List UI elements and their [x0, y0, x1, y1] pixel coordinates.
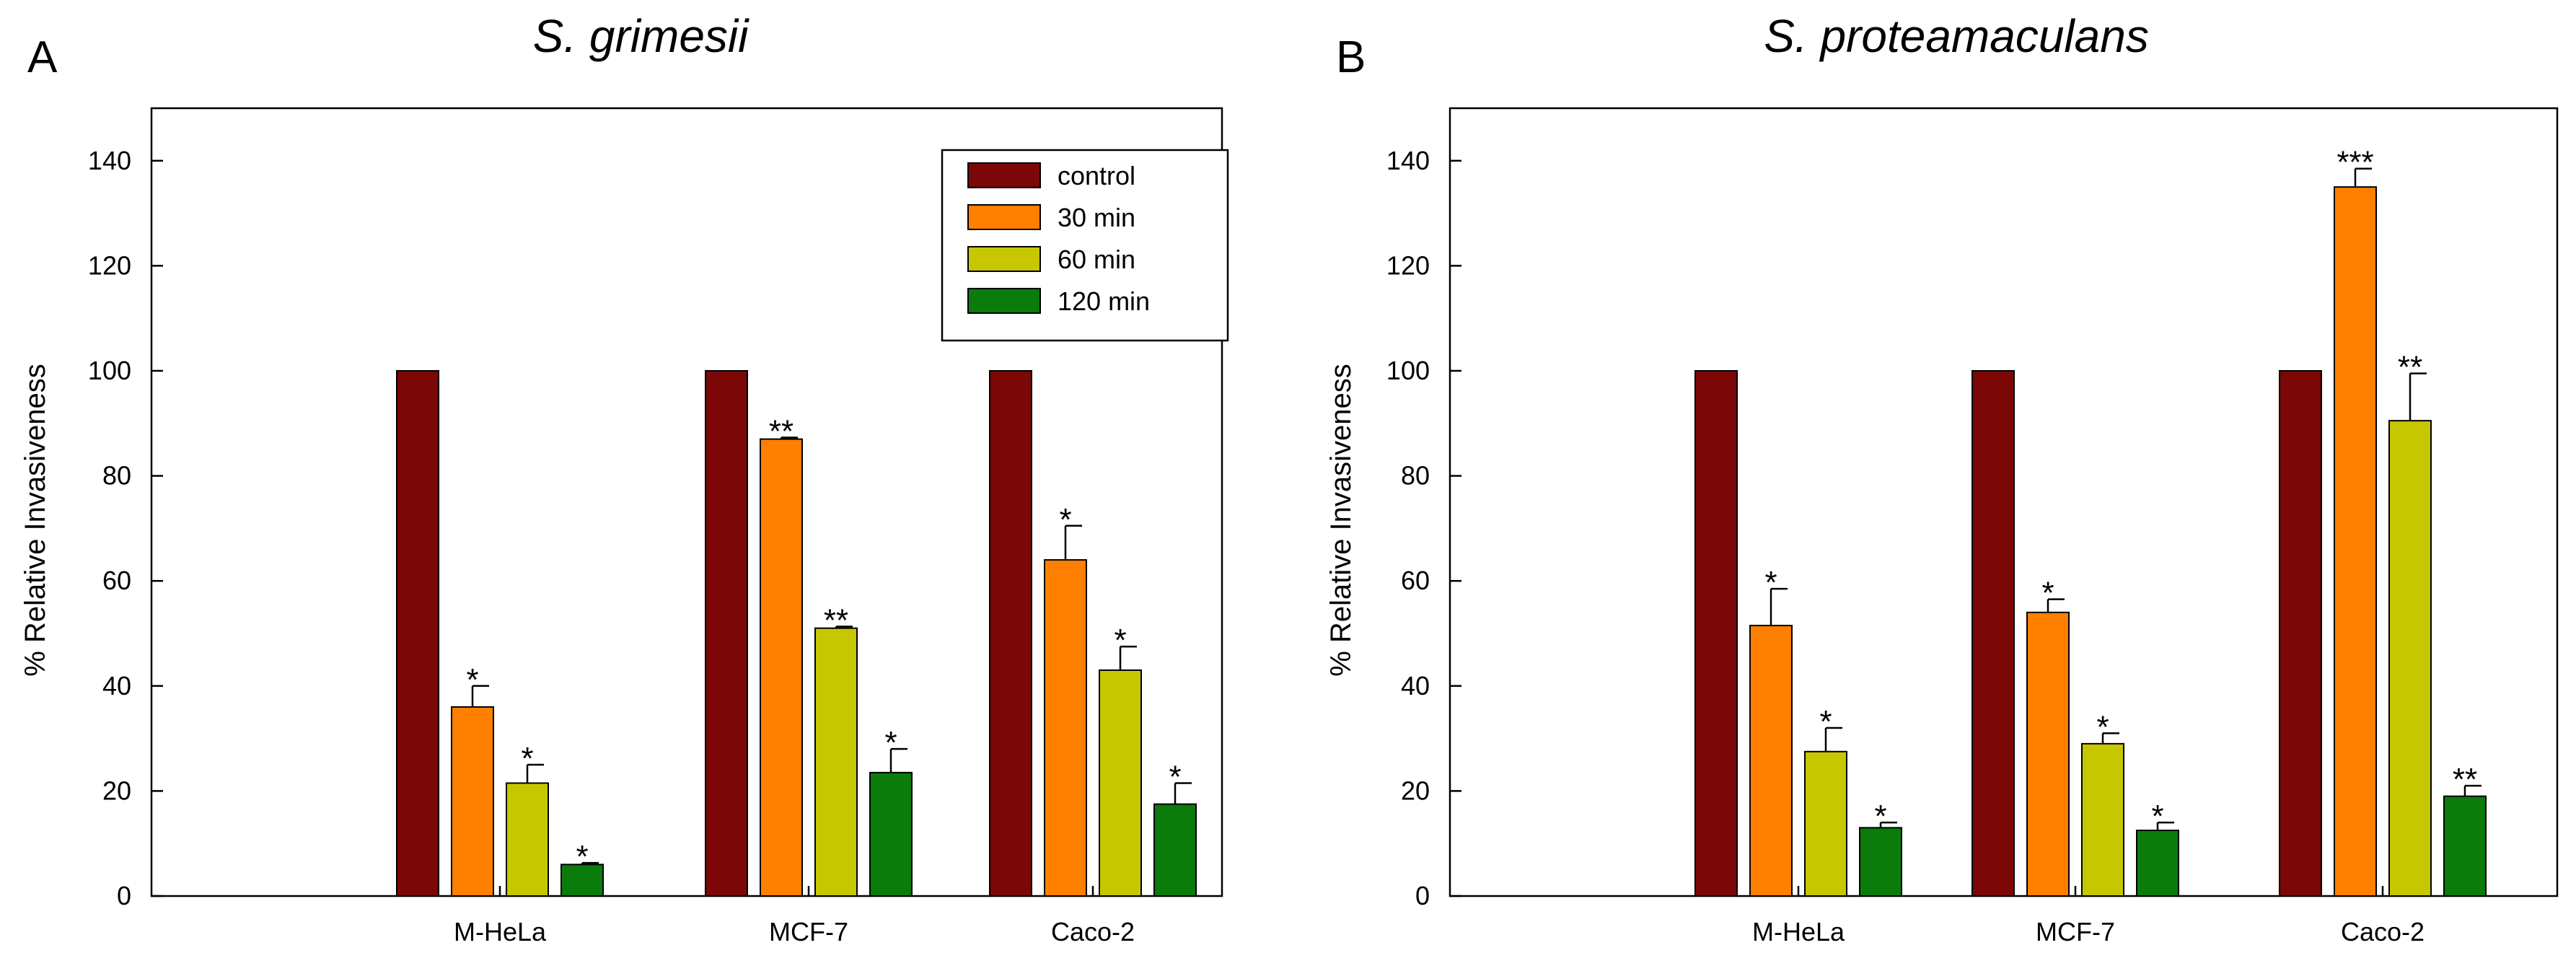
- y-tick-label: 100: [1386, 356, 1430, 385]
- legend-swatch: [967, 288, 1041, 314]
- panel-a-ylabel: % Relative Invasiveness: [19, 364, 51, 677]
- significance-marker: *: [2151, 799, 2163, 834]
- bar: [2136, 830, 2179, 897]
- y-tick-label: 140: [1386, 146, 1430, 175]
- y-tick-label: 0: [1415, 881, 1430, 910]
- bar: [506, 782, 549, 897]
- legend-label: 120 min: [1058, 286, 1150, 316]
- bar: [869, 771, 913, 897]
- y-tick-label: 60: [1401, 566, 1430, 595]
- bar: [2026, 611, 2070, 897]
- y-tick-label: 120: [88, 250, 131, 280]
- significance-marker: *: [2041, 576, 2054, 611]
- y-tick-label: 120: [1386, 250, 1430, 280]
- significance-marker: *: [576, 839, 588, 874]
- bar: [1971, 370, 2015, 897]
- bar: [451, 706, 494, 897]
- significance-marker: **: [824, 603, 848, 638]
- y-tick-label: 80: [102, 461, 131, 491]
- bar: [2388, 420, 2432, 897]
- bar: [760, 438, 803, 897]
- legend-swatch: [967, 246, 1041, 272]
- x-tick-label: MCF-7: [2036, 917, 2115, 947]
- y-tick-label: 0: [117, 881, 131, 910]
- y-tick-label: 20: [1401, 776, 1430, 805]
- significance-marker: *: [1114, 623, 1126, 658]
- y-tick-label: 60: [102, 566, 131, 595]
- panel-b-plot: 020406080100120140M-HeLa***MCF-7***Caco-…: [1386, 107, 2559, 947]
- bar: [705, 370, 748, 897]
- significance-marker: *: [466, 662, 478, 698]
- bar: [2081, 742, 2124, 897]
- significance-marker: *: [1764, 565, 1777, 600]
- significance-marker: **: [2453, 762, 2477, 797]
- bar: [396, 370, 439, 897]
- panel-b-title: S. proteamaculans: [1764, 10, 2149, 62]
- significance-marker: *: [1059, 502, 1071, 537]
- significance-marker: ***: [2337, 145, 2373, 180]
- bar: [1804, 750, 1847, 897]
- significance-marker: **: [769, 413, 794, 449]
- significance-marker: *: [2096, 709, 2109, 745]
- y-tick-label: 140: [88, 146, 131, 175]
- legend-swatch: [967, 162, 1041, 188]
- y-tick-label: 20: [102, 776, 131, 805]
- legend-swatch: [967, 204, 1041, 230]
- panel-a-label: A: [27, 32, 58, 82]
- bar: [1859, 827, 1902, 897]
- plot-frame: [150, 107, 1223, 897]
- bar: [1694, 370, 1738, 897]
- significance-marker: *: [1819, 704, 1832, 739]
- bar: [1749, 625, 1793, 897]
- panel-b-ylabel: % Relative Invasiveness: [1325, 364, 1357, 677]
- legend-label: 30 min: [1058, 203, 1135, 232]
- bar: [1153, 803, 1197, 897]
- bar: [1099, 669, 1142, 897]
- panel-b-label: B: [1336, 32, 1366, 82]
- bar: [2334, 186, 2377, 897]
- x-tick-label: Caco-2: [2341, 917, 2425, 947]
- significance-marker: **: [2398, 350, 2422, 385]
- y-tick-label: 100: [88, 356, 131, 385]
- x-tick-label: Caco-2: [1051, 917, 1135, 947]
- bar: [2279, 370, 2322, 897]
- y-tick-label: 40: [1401, 671, 1430, 701]
- legend-label: 60 min: [1058, 245, 1135, 274]
- significance-marker: *: [521, 741, 533, 776]
- significance-marker: *: [1169, 759, 1181, 794]
- x-tick-label: M-HeLa: [454, 917, 547, 947]
- panel-a-title: S. grimesii: [533, 10, 750, 62]
- bar: [2443, 795, 2487, 897]
- legend-label: control: [1058, 161, 1135, 190]
- significance-marker: *: [1874, 799, 1886, 834]
- y-tick-label: 80: [1401, 461, 1430, 491]
- x-tick-label: M-HeLa: [1752, 917, 1845, 947]
- panel-a-plot: 020406080100120140M-HeLa***MCF-7*****Cac…: [88, 107, 1229, 947]
- x-tick-label: MCF-7: [769, 917, 848, 947]
- bar: [814, 627, 858, 897]
- bar: [989, 370, 1032, 897]
- bar: [1044, 559, 1087, 897]
- y-tick-label: 40: [102, 671, 131, 701]
- significance-marker: *: [884, 725, 897, 760]
